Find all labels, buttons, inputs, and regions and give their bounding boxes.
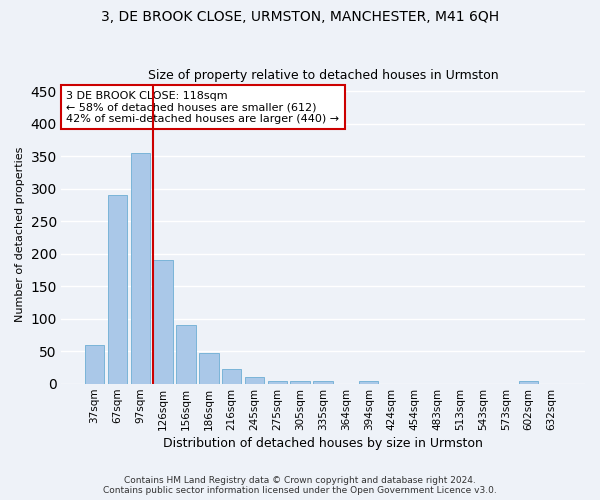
Bar [519, 380, 538, 384]
Title: Size of property relative to detached houses in Urmston: Size of property relative to detached ho… [148, 69, 499, 82]
Bar [245, 378, 264, 384]
Bar [108, 195, 127, 384]
Y-axis label: Number of detached properties: Number of detached properties [15, 146, 25, 322]
Bar [359, 380, 379, 384]
Text: Contains HM Land Registry data © Crown copyright and database right 2024.
Contai: Contains HM Land Registry data © Crown c… [103, 476, 497, 495]
Bar [313, 380, 333, 384]
Bar [268, 380, 287, 384]
Text: 3, DE BROOK CLOSE, URMSTON, MANCHESTER, M41 6QH: 3, DE BROOK CLOSE, URMSTON, MANCHESTER, … [101, 10, 499, 24]
X-axis label: Distribution of detached houses by size in Urmston: Distribution of detached houses by size … [163, 437, 483, 450]
Bar [154, 260, 173, 384]
Bar [290, 380, 310, 384]
Bar [131, 153, 150, 384]
Bar [222, 370, 241, 384]
Bar [176, 325, 196, 384]
Text: 3 DE BROOK CLOSE: 118sqm
← 58% of detached houses are smaller (612)
42% of semi-: 3 DE BROOK CLOSE: 118sqm ← 58% of detach… [67, 90, 340, 124]
Bar [199, 353, 218, 384]
Bar [85, 344, 104, 384]
